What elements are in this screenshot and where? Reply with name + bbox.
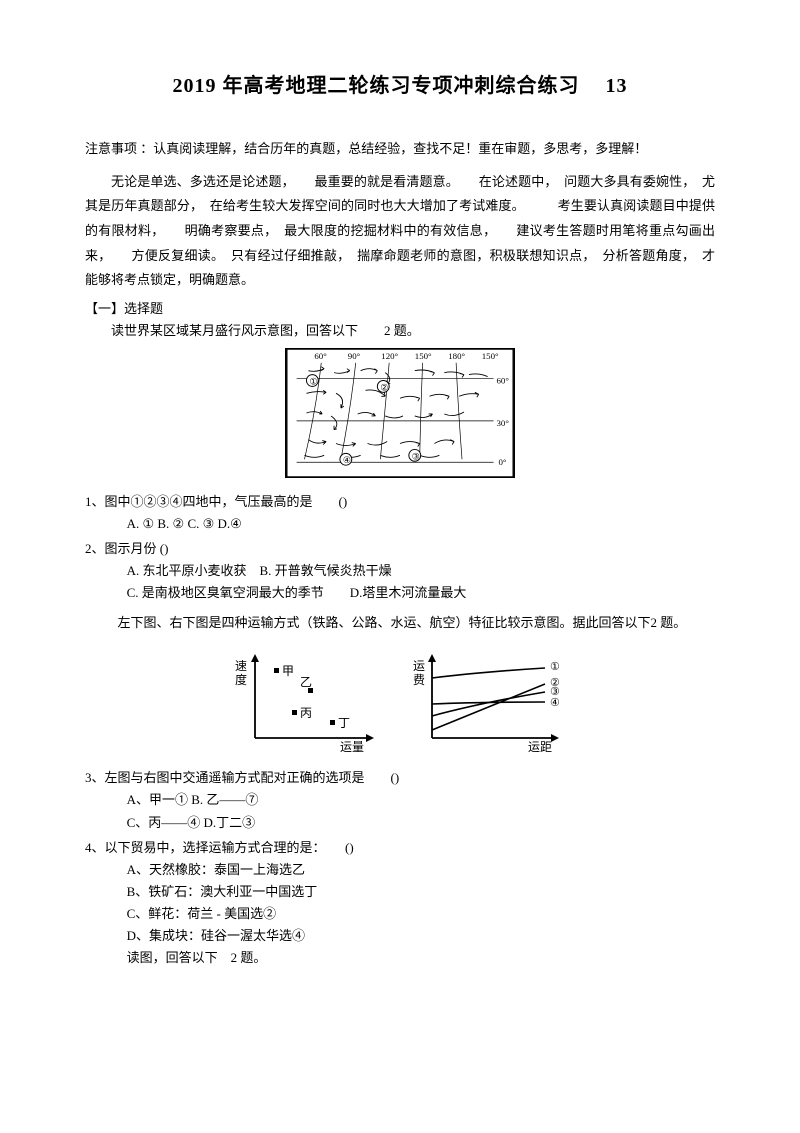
lat-label: 60°	[496, 375, 509, 385]
lon-label: 180°	[448, 351, 465, 361]
wind-map-figure: 60° 90° 120° 150° 180° 150° 60° 30° 0°	[285, 348, 515, 478]
y-axis-label: 速	[235, 659, 247, 673]
figure-2-wrap: 速 度 运量 甲 乙 丙 丁 运 费 运距 ① ② ③ ④	[85, 648, 715, 753]
q2-options-a: A. 东北平原小麦收获 B. 开普敦气候炎热干燥	[85, 560, 715, 582]
x-axis-label: 运量	[340, 740, 364, 753]
q2-stem: 2、图示月份 ()	[85, 538, 715, 560]
marker-3: ③	[412, 451, 420, 461]
q3-opt-a: A、甲一① B. 乙——⑦	[85, 789, 715, 811]
lon-label: 90°	[348, 351, 361, 361]
title-number: 13	[606, 70, 628, 102]
line-label: ①	[550, 661, 560, 673]
q2-options-b: C. 是南极地区臭氧空洞最大的季节 D.塔里木河流量最大	[85, 582, 715, 604]
lon-label: 60°	[314, 351, 327, 361]
lat-label: 30°	[496, 418, 509, 428]
y-axis-label: 运	[413, 659, 425, 673]
speed-volume-chart: 速 度 运量 甲 乙 丙 丁	[230, 648, 380, 753]
q12-intro: 读世界某区域某月盛行风示意图，回答以下 2 题。	[85, 320, 715, 342]
intro-paragraph: 无论是单选、多选还是论述题， 最重要的就是看清题意。 在论述题中， 问题大多具有…	[85, 170, 715, 293]
q4-opt-d: D、集成块：硅谷一渥太华选④	[85, 925, 715, 947]
y-axis-label: 度	[235, 672, 247, 687]
line-label: ④	[550, 697, 560, 709]
point-label: 甲	[282, 664, 294, 678]
q1-options: A. ① B. ② C. ③ D.④	[85, 513, 715, 535]
marker-4: ④	[343, 455, 351, 465]
q3-stem: 3、左图与右图中交通遥输方式配对正确的选项是 ()	[85, 767, 715, 789]
point-label: 乙	[300, 675, 312, 689]
marker-1: ①	[309, 376, 317, 386]
marker-2: ②	[380, 382, 388, 392]
q34-intro: 左下图、右下图是四种运输方式（铁路、公路、水运、航空）特征比较示意图。据此回答以…	[85, 612, 715, 634]
y-axis-label: 费	[413, 673, 425, 687]
q3-opt-b: C、丙——④ D.丁二③	[85, 812, 715, 834]
q4-opt-c: C、鲜花：荷兰 - 美国选②	[85, 903, 715, 925]
point-label: 丙	[300, 706, 312, 720]
notice-text: 注意事项 ：认真阅读理解，结合历年的真题，总结经验，查找不足！重在审题，多思考，…	[85, 137, 715, 162]
lon-label: 120°	[381, 351, 398, 361]
q1-stem: 1、图中①②③④四地中，气压最高的是 ()	[85, 491, 715, 513]
lat-label: 0°	[498, 457, 506, 467]
title-main: 2019 年高考地理二轮练习专项冲刺综合练习	[173, 75, 580, 97]
lon-label: 150°	[482, 351, 499, 361]
point-label: 丁	[338, 716, 350, 730]
page-title: 2019 年高考地理二轮练习专项冲刺综合练习 13	[85, 70, 715, 102]
q4-opt-b: B、铁矿石：澳大利亚一中国选丁	[85, 881, 715, 903]
q4-stem: 4、以下贸易中，选择运输方式合理的是： ()	[85, 837, 715, 859]
q4-tail: 读图，回答以下 2 题。	[85, 947, 715, 969]
figure-1-wrap: 60° 90° 120° 150° 180° 150° 60° 30° 0°	[85, 348, 715, 485]
lon-label: 150°	[415, 351, 432, 361]
cost-distance-chart: 运 费 运距 ① ② ③ ④	[410, 648, 570, 753]
x-axis-label: 运距	[528, 740, 552, 753]
section-heading: 【一】选择题	[85, 299, 715, 320]
q4-opt-a: A、天然橡胶：泰国一上海选乙	[85, 859, 715, 881]
